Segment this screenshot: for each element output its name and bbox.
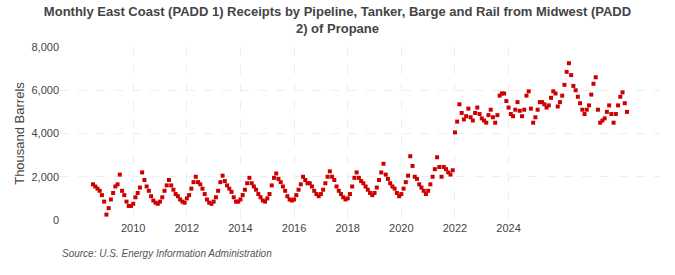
svg-text:Thousand Barrels: Thousand Barrels xyxy=(12,82,27,185)
svg-text:2018: 2018 xyxy=(335,222,359,234)
svg-text:2022: 2022 xyxy=(443,222,467,234)
svg-text:4,000: 4,000 xyxy=(31,127,59,139)
svg-text:2016: 2016 xyxy=(282,222,306,234)
svg-text:2010: 2010 xyxy=(121,222,145,234)
svg-text:6,000: 6,000 xyxy=(31,84,59,96)
svg-text:2020: 2020 xyxy=(389,222,413,234)
svg-text:0: 0 xyxy=(53,214,59,226)
svg-text:2014: 2014 xyxy=(228,222,252,234)
svg-text:2024: 2024 xyxy=(496,222,520,234)
svg-text:2,000: 2,000 xyxy=(31,171,59,183)
svg-text:2012: 2012 xyxy=(175,222,199,234)
svg-text:8,000: 8,000 xyxy=(31,41,59,53)
svg-text:Monthly East Coast (PADD 1) Re: Monthly East Coast (PADD 1) Receipts by … xyxy=(44,4,631,36)
svg-text:Source: U.S. Energy Informatio: Source: U.S. Energy Information Administ… xyxy=(62,248,272,259)
